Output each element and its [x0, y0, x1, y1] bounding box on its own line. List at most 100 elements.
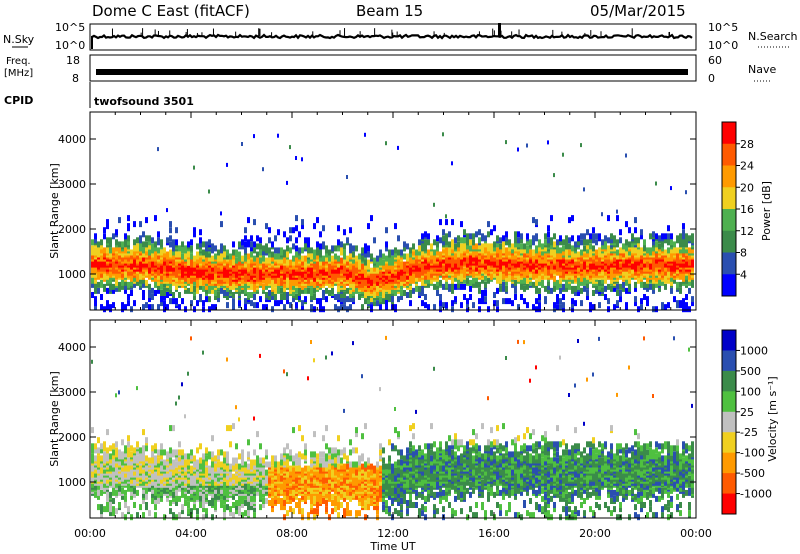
- heatmap-cell: [604, 294, 607, 300]
- heatmap-cell: [196, 251, 199, 258]
- heatmap-cell: [91, 469, 94, 476]
- heatmap-cell: [151, 304, 154, 311]
- heatmap-cell: [121, 512, 124, 519]
- heatmap-cell: [109, 269, 112, 276]
- heatmap-cell: [580, 249, 583, 256]
- heatmap-cell: [595, 283, 598, 290]
- heatmap-cell: [214, 290, 217, 296]
- heatmap-cell: [178, 245, 181, 252]
- heatmap-cell: [190, 491, 193, 498]
- heatmap-cell: [100, 447, 103, 454]
- heatmap-cell: [118, 453, 121, 460]
- heatmap-cell: [457, 245, 460, 252]
- heatmap-cell: [244, 298, 247, 305]
- heatmap-cell: [502, 298, 505, 305]
- colorbar-swatch: [722, 209, 736, 232]
- heatmap-cell: [517, 265, 520, 272]
- heatmap-cell: [361, 304, 364, 311]
- heatmap-cell: [142, 491, 145, 498]
- heatmap-cell: [262, 255, 265, 262]
- heatmap-cell: [607, 298, 610, 305]
- heatmap-cell: [169, 489, 172, 496]
- heatmap-cell: [229, 253, 232, 260]
- heatmap-cell: [226, 162, 228, 167]
- heatmap-cell: [670, 251, 673, 258]
- heatmap-cell: [538, 294, 541, 300]
- heatmap-cell: [169, 241, 172, 248]
- heatmap-cell: [343, 249, 346, 256]
- heatmap-cell: [133, 300, 136, 307]
- heatmap-cell: [457, 257, 460, 264]
- heatmap-cell: [628, 227, 631, 234]
- heatmap-cell: [169, 287, 172, 294]
- heatmap-cell: [385, 227, 388, 234]
- heatmap-cell: [442, 247, 445, 254]
- heatmap-cell: [244, 227, 247, 234]
- heatmap-cell: [505, 298, 508, 305]
- heatmap-cell: [478, 229, 481, 236]
- heatmap-cell: [232, 241, 235, 248]
- heatmap-cell: [220, 243, 223, 250]
- heatmap-cell: [511, 257, 514, 264]
- heatmap-cell: [451, 283, 454, 290]
- heatmap-cell: [535, 245, 538, 252]
- heatmap-cell: [502, 281, 505, 288]
- heatmap-cell: [193, 279, 196, 286]
- heatmap-cell: [163, 275, 166, 282]
- heatmap-cell: [550, 267, 553, 274]
- heatmap-cell: [172, 512, 175, 519]
- heatmap-cell: [136, 279, 139, 286]
- heatmap-cell: [436, 249, 439, 256]
- heatmap-cell: [448, 283, 451, 290]
- heatmap-cell: [574, 285, 577, 292]
- heatmap-cell: [580, 233, 583, 240]
- heatmap-cell: [490, 229, 493, 236]
- heatmap-cell: [301, 219, 304, 226]
- heatmap-cell: [262, 167, 264, 172]
- heatmap-cell: [535, 219, 538, 226]
- heatmap-cell: [370, 215, 373, 222]
- heatmap-cell: [91, 359, 93, 364]
- heatmap-cell: [292, 255, 295, 262]
- heatmap-cell: [679, 300, 682, 307]
- heatmap-cell: [487, 277, 490, 284]
- heatmap-cell: [199, 463, 202, 470]
- heatmap-cell: [328, 263, 331, 270]
- heatmap-cell: [142, 277, 145, 284]
- heatmap-cell: [94, 287, 97, 294]
- heatmap-cell: [577, 275, 580, 282]
- heatmap-cell: [424, 257, 427, 264]
- heatmap-cell: [91, 239, 94, 246]
- heatmap-cell: [478, 281, 481, 288]
- heatmap-cell: [262, 304, 265, 311]
- heatmap-cell: [478, 306, 481, 313]
- heatmap-cell: [613, 245, 616, 252]
- heatmap-cell: [286, 245, 289, 252]
- heatmap-cell: [343, 267, 346, 274]
- heatmap-cell: [547, 237, 550, 244]
- heatmap-cell: [517, 147, 519, 152]
- heatmap-cell: [565, 249, 568, 256]
- heatmap-cell: [184, 469, 187, 476]
- heatmap-cell: [439, 304, 442, 311]
- heatmap-cell: [106, 277, 109, 284]
- heatmap-cell: [556, 294, 559, 300]
- heatmap-cell: [250, 300, 253, 307]
- heatmap-cell: [553, 233, 556, 240]
- heatmap-cell: [244, 281, 247, 288]
- heatmap-cell: [463, 237, 466, 244]
- heatmap-cell: [532, 273, 535, 280]
- heatmap-cell: [160, 290, 163, 296]
- heatmap-cell: [97, 455, 100, 462]
- heatmap-cell: [526, 302, 529, 309]
- heatmap-cell: [334, 267, 337, 274]
- heatmap-cell: [193, 275, 196, 282]
- y-tick-label: 1000: [58, 268, 86, 281]
- heatmap-cell: [445, 247, 448, 254]
- heatmap-cell: [268, 290, 271, 296]
- heatmap-cell: [463, 294, 466, 300]
- heatmap-cell: [118, 241, 121, 248]
- heatmap-cell: [526, 261, 529, 268]
- heatmap-cell: [595, 239, 598, 246]
